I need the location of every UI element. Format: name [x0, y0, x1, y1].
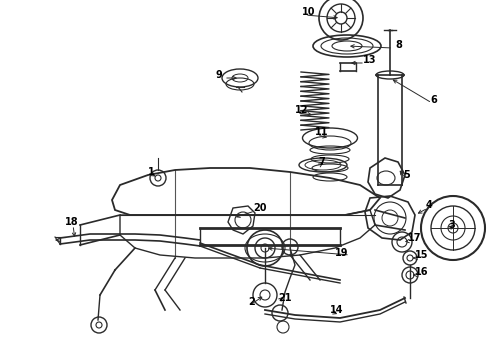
Text: 7: 7 [318, 157, 325, 167]
Text: 3: 3 [448, 220, 455, 230]
Text: 19: 19 [335, 248, 348, 258]
Text: 4: 4 [426, 200, 433, 210]
Text: 11: 11 [315, 127, 328, 137]
Text: 10: 10 [302, 7, 316, 17]
Text: 6: 6 [430, 95, 437, 105]
Text: 20: 20 [253, 203, 267, 213]
Text: 21: 21 [278, 293, 292, 303]
Text: 9: 9 [215, 70, 222, 80]
Text: 12: 12 [295, 105, 309, 115]
Text: 1: 1 [148, 167, 155, 177]
Text: 15: 15 [415, 250, 428, 260]
Text: 8: 8 [395, 40, 402, 50]
Text: 16: 16 [415, 267, 428, 277]
Text: 14: 14 [330, 305, 343, 315]
Text: 18: 18 [65, 217, 79, 227]
Text: 5: 5 [403, 170, 410, 180]
Text: 17: 17 [408, 233, 421, 243]
Text: 13: 13 [363, 55, 376, 65]
Text: 2: 2 [248, 297, 255, 307]
